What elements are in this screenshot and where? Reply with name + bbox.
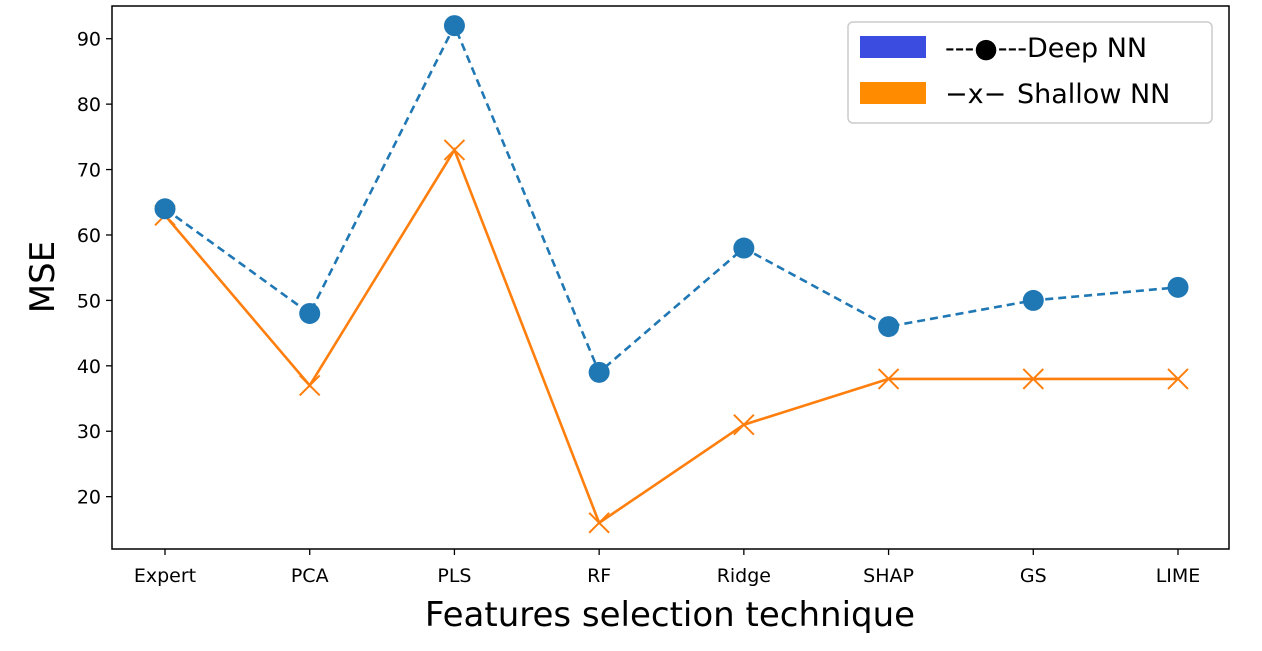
- legend-marker-deep-nn: ---●---: [945, 33, 1027, 64]
- x-tick-label-pca: PCA: [291, 565, 329, 587]
- point-shallow-nn-lime: [1167, 368, 1189, 390]
- point-deep-nn-pls: [443, 15, 465, 37]
- legend-swatch-shallow-nn: [860, 82, 926, 104]
- point-deep-nn-expert: [154, 198, 176, 220]
- point-shallow-nn-ridge: [733, 413, 755, 436]
- y-tick-label-30: 30: [77, 421, 101, 443]
- x-axis: Expert PCA PLS RF Ridge SHAP GS LIME: [134, 549, 1200, 587]
- point-deep-nn-pca: [299, 302, 321, 324]
- point-deep-nn-ridge: [733, 237, 755, 259]
- y-axis-title: MSE: [23, 241, 63, 313]
- point-shallow-nn-gs: [1022, 368, 1044, 390]
- x-tick-label-pls: PLS: [437, 565, 471, 587]
- x-tick-label-shap: SHAP: [863, 565, 914, 587]
- legend-swatch-deep-nn: [860, 36, 926, 58]
- point-deep-nn-lime: [1167, 276, 1189, 298]
- point-deep-nn-gs: [1022, 289, 1044, 311]
- point-deep-nn-shap: [878, 316, 900, 338]
- series-layer: [154, 15, 1189, 534]
- y-tick-label-50: 50: [77, 290, 101, 312]
- point-deep-nn-rf: [588, 361, 610, 383]
- x-tick-label-ridge: Ridge: [717, 565, 771, 587]
- point-shallow-nn-rf: [588, 512, 610, 534]
- point-shallow-nn-pls: [443, 139, 466, 161]
- x-tick-label-rf: RF: [587, 565, 611, 587]
- y-tick-label-60: 60: [77, 225, 101, 247]
- legend-marker-shallow-nn: −x−: [945, 79, 1006, 110]
- legend-label-shallow-nn: Shallow NN: [1017, 79, 1170, 110]
- point-shallow-nn-shap: [877, 368, 900, 390]
- x-tick-label-expert: Expert: [134, 565, 196, 587]
- x-tick-label-gs: GS: [1020, 565, 1047, 587]
- legend-label-deep-nn: Deep NN: [1027, 33, 1147, 64]
- series-line-shallow-nn: [164, 147, 1178, 525]
- legend: ---●--- Deep NN −x− Shallow NN: [847, 21, 1213, 124]
- x-tick-label-lime: LIME: [1156, 565, 1201, 587]
- y-tick-label-40: 40: [77, 356, 101, 378]
- point-shallow-nn-pca: [299, 374, 321, 397]
- y-tick-label-20: 20: [77, 487, 101, 509]
- y-tick-label-80: 80: [77, 94, 101, 116]
- x-axis-title: Features selection technique: [425, 595, 915, 635]
- series-line-deep-nn: [164, 22, 1179, 375]
- y-tick-label-90: 90: [77, 29, 101, 51]
- y-tick-label-70: 70: [77, 160, 101, 182]
- legend-box: [847, 21, 1213, 124]
- y-axis: 20 30 40 50 60 70 80 90: [77, 29, 112, 509]
